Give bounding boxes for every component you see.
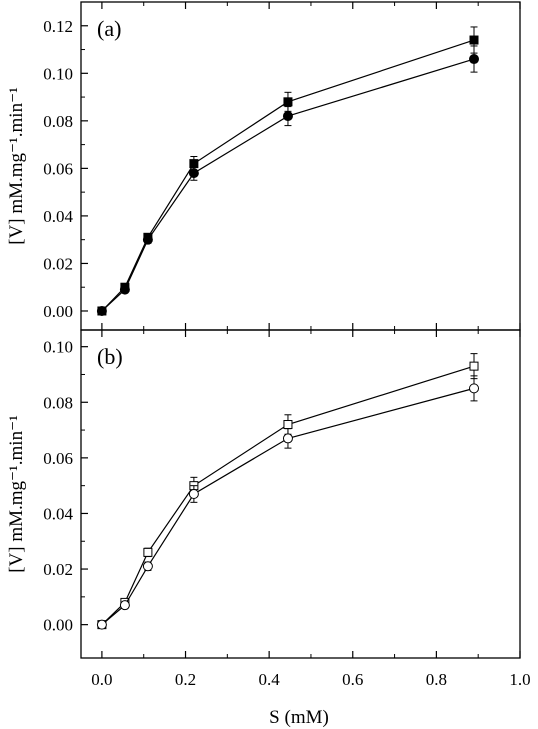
y-tick-label: 0.04 (43, 504, 73, 523)
y-tick-label: 0.04 (43, 207, 73, 226)
x-tick-label: 0.0 (91, 670, 112, 689)
y-tick-label: 0.00 (43, 302, 73, 321)
data-point-circle (188, 168, 199, 179)
panel-a: 0.00 0.02 0.04 0.06 0.08 0.10 0.12 (a) [V] mM.mg… (6, 1, 521, 331)
data-point-circle (142, 234, 153, 245)
data-point-circle (96, 619, 107, 630)
series-line (101, 365, 475, 626)
y-tick-label: 0.06 (43, 159, 73, 178)
data-point-circle (119, 284, 130, 295)
data-point-square (469, 361, 479, 371)
y-tick-label: 0.00 (43, 616, 73, 635)
x-tick-label: 0.4 (259, 670, 281, 689)
plot-frame (80, 1, 521, 331)
data-point-circle (469, 383, 480, 394)
data-point-circle (96, 305, 107, 316)
y-axis-title: [V] mM.mg⁻¹.min⁻¹ (6, 87, 27, 245)
series-line (101, 58, 475, 312)
data-point-circle (469, 54, 480, 65)
series-line (101, 39, 475, 312)
plot-frame (80, 329, 521, 659)
data-point-circle (119, 600, 130, 611)
panel-label: (a) (97, 16, 121, 41)
y-tick-label: 0.10 (43, 338, 73, 357)
panel-b: 0.00 0.02 0.04 0.06 0.08 0.10 0.0 0.2 0.4 0.6 0.8 1… (6, 329, 531, 689)
x-tick-label: 0.8 (426, 670, 447, 689)
series-line (101, 387, 475, 626)
data-point-circle (282, 433, 293, 444)
y-tick-label: 0.02 (43, 254, 73, 273)
y-tick-label: 0.08 (43, 112, 73, 131)
x-tick-label: 0.6 (342, 670, 363, 689)
x-tick-label: 0.2 (175, 670, 196, 689)
data-point-square (469, 35, 479, 45)
data-point-square (283, 97, 293, 107)
y-tick-label: 0.08 (43, 393, 73, 412)
data-point-square (283, 420, 293, 430)
y-tick-label: 0.10 (43, 64, 73, 83)
x-axis-title: S (mM) (269, 707, 329, 728)
data-point-circle (188, 489, 199, 499)
y-tick-label: 0.12 (43, 17, 73, 36)
panel-label: (b) (97, 344, 123, 369)
data-point-square (143, 547, 153, 557)
x-tick-label: 1.0 (509, 670, 530, 689)
y-axis-title: [V] mM.mg⁻¹.min⁻¹ (6, 415, 27, 573)
data-point-circle (282, 111, 293, 122)
y-tick-label: 0.06 (43, 449, 73, 468)
y-tick-label: 0.02 (43, 560, 73, 579)
data-point-circle (142, 561, 153, 572)
